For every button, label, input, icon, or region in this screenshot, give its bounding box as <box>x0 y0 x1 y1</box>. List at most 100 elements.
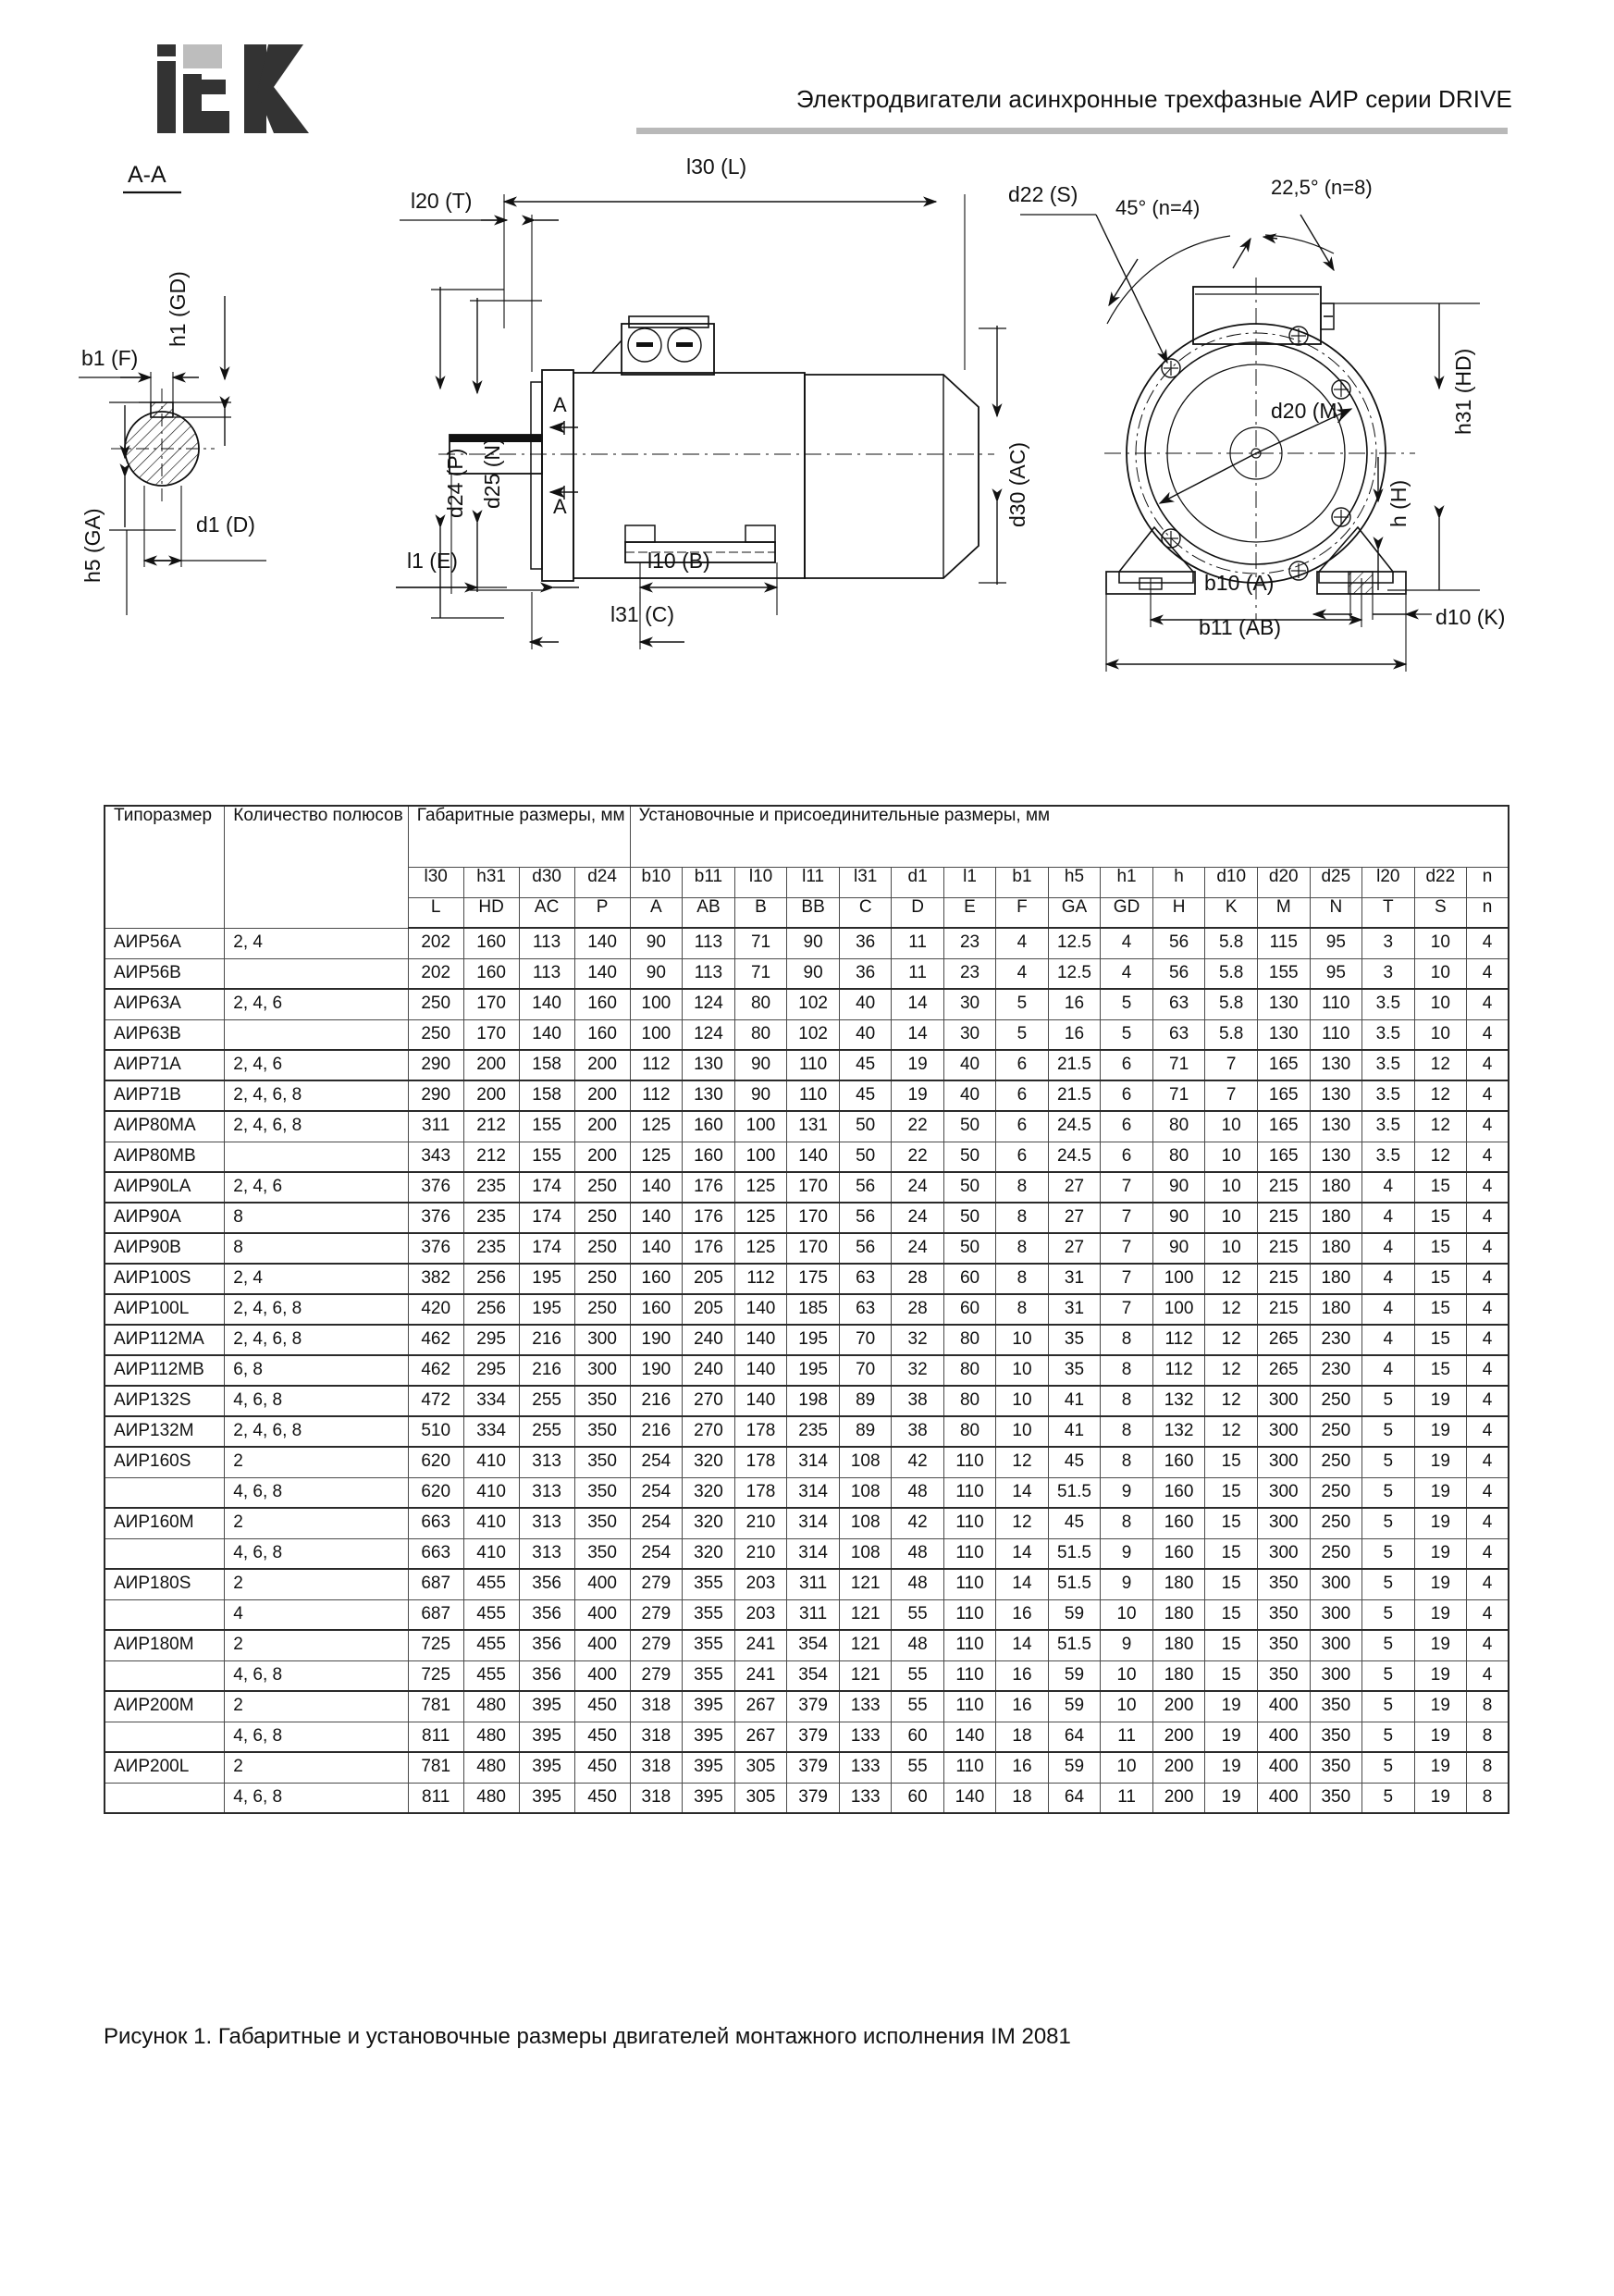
cell-h1: 11 <box>1100 1721 1153 1753</box>
dimensions-table-wrap: Типоразмер Количество полюсов Габаритные… <box>104 805 1509 1814</box>
cell-l11: 311 <box>786 1568 840 1600</box>
label-angle-45: 45° (n=4) <box>1115 196 1200 219</box>
cell-l10: 112 <box>733 1263 788 1295</box>
cell-typesize: АИР200L <box>104 1751 226 1784</box>
cell-d1: 24 <box>891 1232 944 1265</box>
cell-l30: 376 <box>407 1202 464 1234</box>
cell-h31: 455 <box>462 1660 520 1692</box>
th-alt-M: M <box>1256 896 1311 929</box>
cell-l1: 110 <box>943 1568 997 1600</box>
cell-h5: 31 <box>1047 1293 1102 1326</box>
cell-b10: 125 <box>629 1110 684 1142</box>
cell-h: 90 <box>1152 1202 1206 1234</box>
table-row: АИР80МВ 343 212 155 200 125 160 100 140 50 22 50 6 24… <box>104 1141 1509 1173</box>
cell-n: 4 <box>1466 1324 1509 1356</box>
cell-n: 4 <box>1466 1293 1509 1326</box>
cell-l10: 140 <box>733 1385 788 1417</box>
cell-b10: 254 <box>629 1507 684 1539</box>
cell-b10: 254 <box>629 1537 684 1570</box>
cell-n: 4 <box>1466 1385 1509 1417</box>
table-row: 4 687 455 356 400 279 355 203 311 121 55 110 16 59 10 1… <box>104 1599 1509 1631</box>
cell-d1: 11 <box>891 957 944 990</box>
cell-l11: 102 <box>786 988 840 1020</box>
cell-h31: 455 <box>462 1599 520 1631</box>
cell-l11: 110 <box>786 1080 840 1112</box>
cell-b1: 18 <box>995 1782 1049 1814</box>
cell-b1: 8 <box>995 1202 1049 1234</box>
cell-d22: 19 <box>1413 1415 1468 1448</box>
cell-l30: 290 <box>407 1049 464 1081</box>
cell-d20: 300 <box>1256 1415 1311 1448</box>
cell-d1: 32 <box>891 1324 944 1356</box>
table-row: АИР71В 2, 4, 6, 8 290 200 158 200 112 130 90 110 4… <box>104 1080 1509 1112</box>
label-d25-N: d25 (N) <box>480 438 504 509</box>
label-d20-M: d20 (M) <box>1271 399 1344 423</box>
cell-h5: 51.5 <box>1047 1629 1102 1661</box>
cell-l30: 376 <box>407 1171 464 1204</box>
cell-l11: 140 <box>786 1141 840 1173</box>
cell-l11: 379 <box>786 1782 840 1814</box>
cell-d30: 356 <box>518 1599 575 1631</box>
cell-n: 4 <box>1466 1049 1509 1081</box>
cell-h31: 480 <box>462 1690 520 1722</box>
cell-n: 4 <box>1466 1629 1509 1661</box>
cell-d24: 200 <box>573 1110 631 1142</box>
cell-l11: 170 <box>786 1232 840 1265</box>
cell-typesize: АИР160S <box>104 1446 226 1478</box>
cell-h5: 31 <box>1047 1263 1102 1295</box>
cell-d24: 140 <box>573 957 631 990</box>
cell-h31: 256 <box>462 1263 520 1295</box>
cell-b10: 254 <box>629 1446 684 1478</box>
cell-l1: 60 <box>943 1293 997 1326</box>
cell-h5: 59 <box>1047 1751 1102 1784</box>
cell-l11: 314 <box>786 1476 840 1509</box>
label-h-H: h (H) <box>1386 480 1411 527</box>
cell-n: 4 <box>1466 1537 1509 1570</box>
cell-l1: 30 <box>943 1018 997 1051</box>
th-poles: Количество полюсов <box>224 805 409 929</box>
cell-l11: 379 <box>786 1690 840 1722</box>
cell-l30: 811 <box>407 1721 464 1753</box>
cell-h1: 9 <box>1100 1629 1153 1661</box>
cell-h31: 410 <box>462 1507 520 1539</box>
cell-d10: 12 <box>1204 1293 1258 1326</box>
cell-b10: 190 <box>629 1354 684 1387</box>
cell-l11: 90 <box>786 957 840 990</box>
cell-l30: 620 <box>407 1446 464 1478</box>
cell-d24: 350 <box>573 1385 631 1417</box>
table-row: 4, 6, 8 663 410 313 350 254 320 210 314 108 48 110 1… <box>104 1537 1509 1570</box>
cell-poles: 4, 6, 8 <box>224 1660 409 1692</box>
cell-d24: 400 <box>573 1660 631 1692</box>
cell-d20: 165 <box>1256 1141 1311 1173</box>
cell-l10: 125 <box>733 1202 788 1234</box>
page-header: Электродвигатели асинхронные трехфазные … <box>0 0 1614 157</box>
table-row: АИР80МА 2, 4, 6, 8 311 212 155 200 125 160 100 13… <box>104 1110 1509 1142</box>
cell-l10: 125 <box>733 1171 788 1204</box>
cell-poles: 8 <box>224 1202 409 1234</box>
cell-b1: 10 <box>995 1385 1049 1417</box>
cell-typesize: АИР63В <box>104 1018 226 1051</box>
cell-poles: 8 <box>224 1232 409 1265</box>
cell-d1: 60 <box>891 1721 944 1753</box>
cell-d30: 395 <box>518 1721 575 1753</box>
cell-b10: 216 <box>629 1385 684 1417</box>
cell-h: 56 <box>1152 957 1206 990</box>
cell-b1: 14 <box>995 1537 1049 1570</box>
cell-h: 132 <box>1152 1385 1206 1417</box>
cell-d10: 10 <box>1204 1141 1258 1173</box>
cell-d10: 5.8 <box>1204 988 1258 1020</box>
cell-n: 4 <box>1466 1599 1509 1631</box>
cell-b10: 216 <box>629 1415 684 1448</box>
cell-b1: 16 <box>995 1751 1049 1784</box>
cell-d25: 110 <box>1309 988 1363 1020</box>
cell-d25: 130 <box>1309 1110 1363 1142</box>
cell-b11: 130 <box>682 1080 735 1112</box>
cell-h5: 64 <box>1047 1721 1102 1753</box>
th-alt-H: H <box>1152 896 1206 929</box>
cell-d30: 313 <box>518 1537 575 1570</box>
cell-d1: 28 <box>891 1293 944 1326</box>
cell-typesize: АИР100S <box>104 1263 226 1295</box>
cell-d1: 48 <box>891 1568 944 1600</box>
cell-d25: 130 <box>1309 1049 1363 1081</box>
cell-b11: 395 <box>682 1721 735 1753</box>
